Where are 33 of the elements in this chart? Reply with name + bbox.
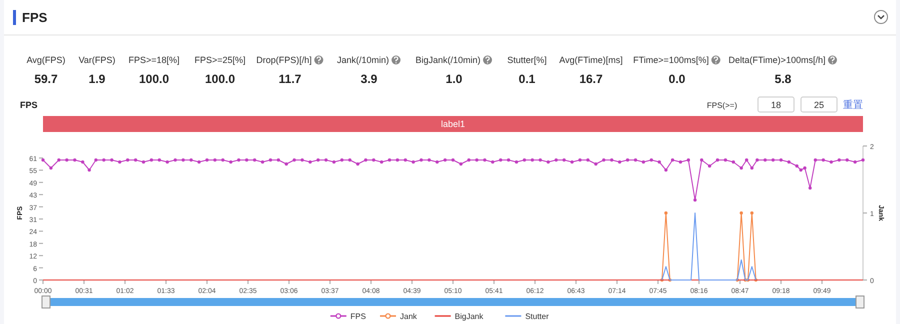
legend-label: Jank [400, 312, 418, 321]
text: 3.9 [360, 72, 378, 86]
text: 100.0 [138, 72, 170, 86]
text: 5.8 [774, 72, 792, 86]
category-label: FPS>=25[%] [194, 55, 246, 65]
category-label: Jank(/10min) [336, 55, 390, 65]
text: FPS [22, 10, 48, 25]
category-label: Drop(FPS)[/h] [256, 55, 312, 65]
category-label: Avg(FPS) [26, 55, 66, 65]
text: 0.0 [668, 72, 686, 86]
category-label: Delta(FTime)>100ms[/h] [728, 55, 826, 65]
legend-label: BigJank [454, 312, 484, 321]
legend-label: FPS [350, 312, 366, 321]
category-label: FPS>=18[%] [128, 55, 180, 65]
text: 25 [814, 100, 824, 110]
category-label: FTime>=100ms[%] [633, 55, 709, 65]
text: 18 [770, 100, 782, 110]
text: FPS(>=) [706, 101, 738, 110]
category-label: Stutter[%] [507, 55, 547, 65]
text: 1.9 [88, 72, 106, 86]
text: 1.0 [446, 72, 462, 86]
legend-label: Stutter [525, 312, 550, 321]
category-label: Var(FPS) [78, 55, 116, 65]
text: 16.7 [579, 72, 603, 86]
text: 100.0 [204, 72, 236, 86]
text: 0.1 [518, 72, 536, 86]
text: 11.7 [278, 72, 302, 86]
category-label: Avg(FTime)[ms] [559, 55, 623, 65]
text: label1 [440, 119, 466, 129]
chart-title: FPS [20, 100, 38, 110]
category-label: BigJank(/10min) [415, 55, 481, 65]
text: 59.7 [34, 72, 58, 86]
text: 重置 [843, 99, 863, 111]
